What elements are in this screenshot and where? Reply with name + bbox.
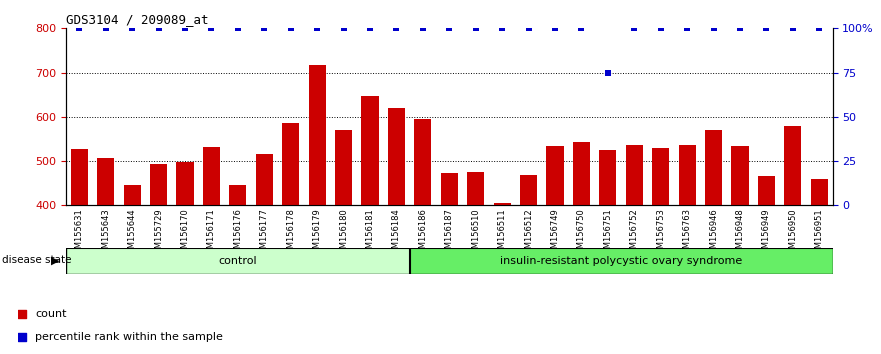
- Bar: [335, 130, 352, 354]
- Point: [99, 25, 113, 31]
- Bar: [467, 172, 485, 354]
- Point: [680, 25, 694, 31]
- Point: [812, 25, 826, 31]
- Bar: [308, 65, 326, 354]
- Text: percentile rank within the sample: percentile rank within the sample: [35, 332, 223, 342]
- Bar: [546, 145, 564, 354]
- Point: [257, 25, 271, 31]
- Point: [759, 25, 774, 31]
- Point: [125, 25, 139, 31]
- Text: ▶: ▶: [51, 255, 60, 265]
- Point: [707, 25, 721, 31]
- Bar: [678, 145, 696, 354]
- Bar: [758, 176, 775, 354]
- Bar: [123, 185, 141, 354]
- Point: [310, 25, 324, 31]
- Point: [284, 25, 298, 31]
- Point: [574, 25, 589, 31]
- Bar: [70, 149, 88, 354]
- Bar: [97, 158, 115, 354]
- Bar: [652, 148, 670, 354]
- Bar: [573, 142, 590, 354]
- Bar: [176, 161, 194, 354]
- Point: [72, 25, 86, 31]
- Point: [733, 25, 747, 31]
- Bar: [414, 120, 432, 354]
- Point: [204, 25, 218, 31]
- Point: [270, 20, 285, 25]
- Bar: [811, 179, 828, 354]
- Point: [548, 25, 562, 31]
- Bar: [150, 164, 167, 354]
- Point: [363, 25, 377, 31]
- Bar: [731, 145, 749, 354]
- Bar: [705, 130, 722, 354]
- Point: [231, 25, 245, 31]
- Bar: [255, 154, 273, 354]
- Bar: [784, 126, 802, 354]
- Point: [601, 70, 615, 75]
- Bar: [440, 173, 458, 354]
- Point: [654, 25, 668, 31]
- Point: [152, 25, 166, 31]
- Bar: [493, 202, 511, 354]
- Point: [627, 25, 641, 31]
- Bar: [229, 184, 247, 354]
- Text: count: count: [35, 309, 67, 319]
- Text: disease state: disease state: [2, 255, 71, 265]
- Point: [469, 25, 483, 31]
- Point: [786, 25, 800, 31]
- Bar: [361, 96, 379, 354]
- Bar: [599, 150, 617, 354]
- Bar: [410, 248, 833, 274]
- Bar: [626, 145, 643, 354]
- Point: [337, 25, 351, 31]
- Text: insulin-resistant polycystic ovary syndrome: insulin-resistant polycystic ovary syndr…: [500, 256, 742, 266]
- Bar: [66, 248, 410, 274]
- Bar: [203, 147, 220, 354]
- Bar: [520, 175, 537, 354]
- Bar: [282, 124, 300, 354]
- Point: [442, 25, 456, 31]
- Point: [178, 25, 192, 31]
- Point: [389, 25, 403, 31]
- Bar: [388, 108, 405, 354]
- Point: [495, 25, 509, 31]
- Point: [522, 25, 536, 31]
- Point: [416, 25, 430, 31]
- Text: GDS3104 / 209089_at: GDS3104 / 209089_at: [66, 13, 209, 26]
- Point: [270, 229, 285, 235]
- Text: control: control: [218, 256, 257, 266]
